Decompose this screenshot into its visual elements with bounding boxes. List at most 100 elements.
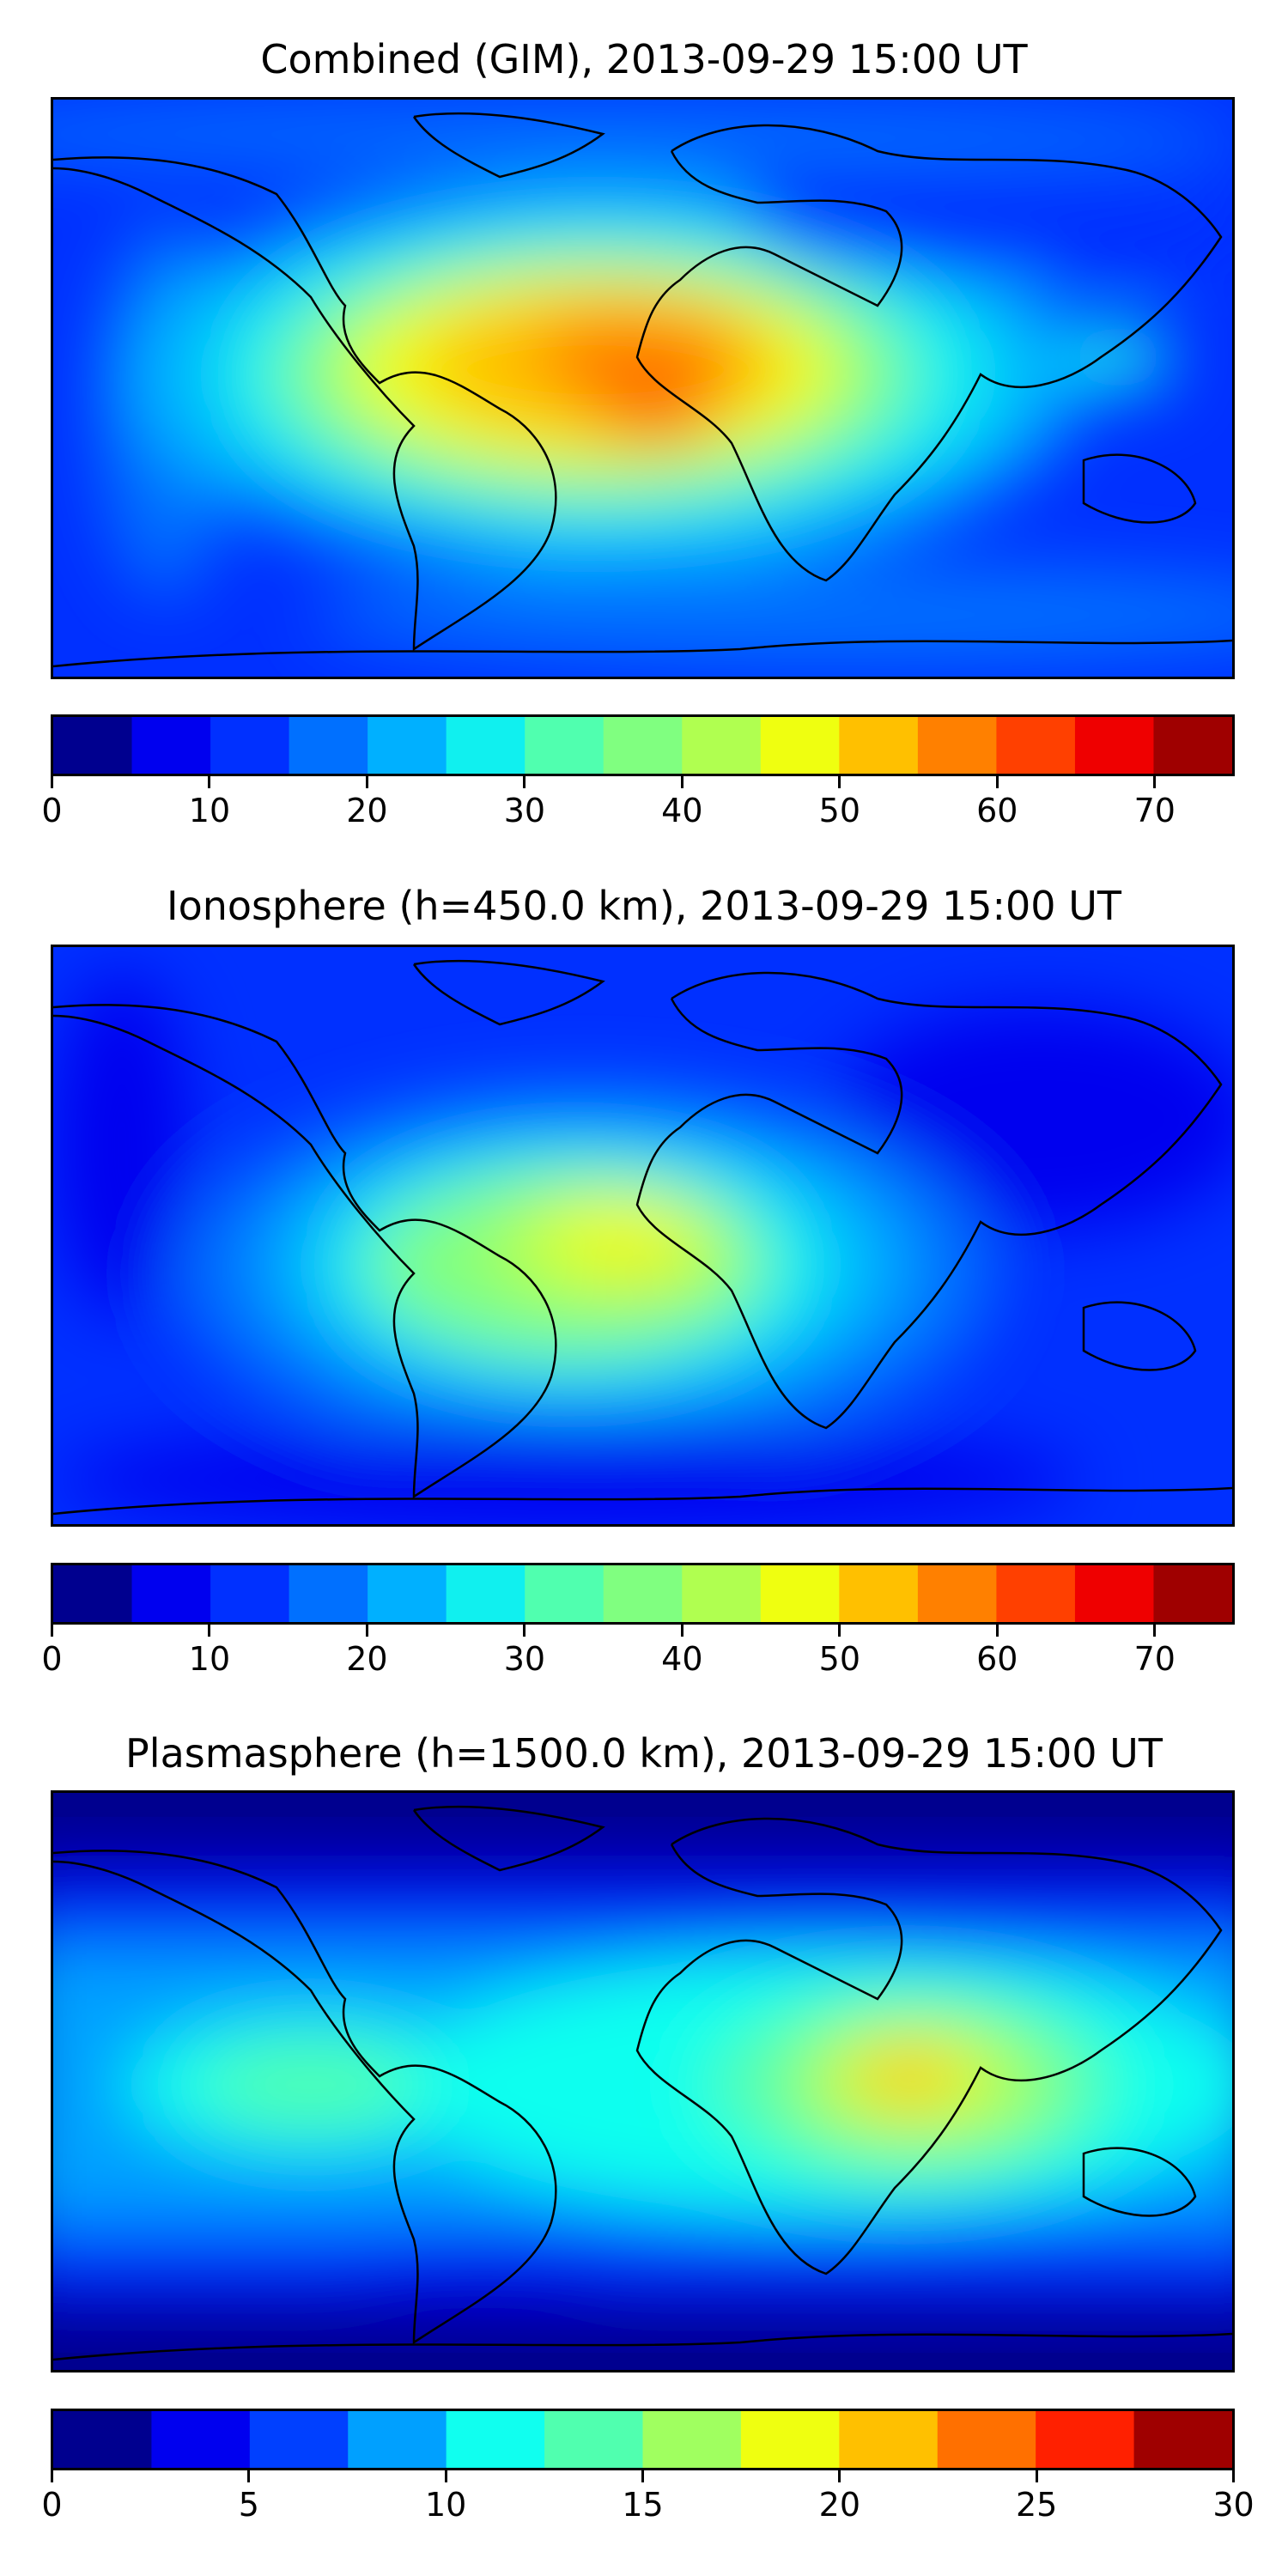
colorbar-tick-label: 20 xyxy=(346,792,388,829)
colorbar-swatch xyxy=(760,1565,840,1622)
colorbar-tick-mark xyxy=(208,1625,211,1637)
colorbar-swatch xyxy=(348,2411,447,2468)
colorbar-swatch xyxy=(53,2411,152,2468)
colorbar-tick-mark xyxy=(523,1625,526,1637)
panel-1-colorbar xyxy=(51,714,1235,776)
panel-3-map xyxy=(51,1790,1235,2372)
colorbar-tick-mark xyxy=(1232,2470,1235,2482)
colorbar-tick-label: 70 xyxy=(1133,792,1176,829)
colorbar-tick-mark xyxy=(208,776,211,788)
colorbar-tick-mark xyxy=(365,776,368,788)
colorbar-swatch xyxy=(446,2411,545,2468)
colorbar-tick-label: 40 xyxy=(661,792,703,829)
colorbar-tick-label: 40 xyxy=(661,1640,703,1678)
colorbar-tick-label: 50 xyxy=(818,1640,861,1678)
panel-3-colorbar-ticks: 0 5 10 15 20 25 30 xyxy=(41,2470,1255,2524)
panel-2-colorbar-ticks: 0 10 20 30 40 50 60 70 xyxy=(41,1625,1235,1678)
colorbar-swatch xyxy=(760,717,840,774)
colorbar-swatch xyxy=(1036,2411,1135,2468)
colorbar-tick-label: 60 xyxy=(976,792,1018,829)
colorbar-tick-label: 20 xyxy=(346,1640,388,1678)
colorbar-tick-mark xyxy=(51,1625,53,1637)
colorbar-tick-label: 60 xyxy=(976,1640,1018,1678)
colorbar-tick-mark xyxy=(1153,1625,1157,1637)
panel-2-map xyxy=(51,945,1235,1527)
colorbar-swatch xyxy=(249,2411,349,2468)
colorbar-swatch xyxy=(917,1565,997,1622)
colorbar-swatch xyxy=(368,1565,447,1622)
colorbar-swatch xyxy=(544,2411,643,2468)
colorbar-swatch xyxy=(839,717,919,774)
colorbar-tick-mark xyxy=(838,776,841,788)
colorbar-swatch xyxy=(603,1565,683,1622)
colorbar-tick-label: 15 xyxy=(622,2486,664,2524)
colorbar-swatch xyxy=(996,717,1076,774)
colorbar-swatch xyxy=(151,2411,251,2468)
colorbar-swatch xyxy=(839,2411,939,2468)
colorbar-swatch xyxy=(1153,1565,1232,1622)
colorbar-tick-label: 20 xyxy=(818,2486,861,2524)
colorbar-tick-mark xyxy=(838,1625,841,1637)
colorbar-swatch xyxy=(53,1565,133,1622)
tec-map-ionosphere xyxy=(53,947,1232,1524)
colorbar-swatch xyxy=(210,717,290,774)
colorbar-swatch xyxy=(1133,2411,1232,2468)
tec-map-plasmasphere xyxy=(53,1793,1232,2370)
colorbar-tick-mark xyxy=(247,2470,251,2482)
colorbar-swatch xyxy=(289,717,368,774)
colorbar-tick-mark xyxy=(1035,2470,1038,2482)
colorbar-swatch xyxy=(682,1565,762,1622)
colorbar-tick-label: 0 xyxy=(41,2486,63,2524)
colorbar-tick-label: 10 xyxy=(188,792,231,829)
colorbar-tick-mark xyxy=(995,1625,999,1637)
colorbar-tick-mark xyxy=(641,2470,644,2482)
panel-1-title: Combined (GIM), 2013-09-29 15:00 UT xyxy=(260,36,1028,82)
panel-3-title: Plasmasphere (h=1500.0 km), 2013-09-29 1… xyxy=(125,1730,1163,1777)
colorbar-tick-mark xyxy=(523,776,526,788)
colorbar-tick-label: 0 xyxy=(41,1640,63,1678)
colorbar-tick-mark xyxy=(680,1625,683,1637)
colorbar-swatch xyxy=(210,1565,290,1622)
colorbar-tick-label: 30 xyxy=(1212,2486,1255,2524)
colorbar-tick-label: 10 xyxy=(188,1640,231,1678)
colorbar-swatch xyxy=(53,717,133,774)
colorbar-tick-label: 5 xyxy=(238,2486,259,2524)
colorbar-swatch xyxy=(131,717,211,774)
colorbar-tick-mark xyxy=(365,1625,368,1637)
colorbar-tick-mark xyxy=(51,776,53,788)
colorbar-tick-label: 30 xyxy=(503,792,546,829)
colorbar-tick-mark xyxy=(444,2470,447,2482)
colorbar-tick-label: 50 xyxy=(818,792,861,829)
colorbar-tick-mark xyxy=(995,776,999,788)
panel-1-colorbar-ticks: 0 10 20 30 40 50 60 70 xyxy=(41,776,1235,829)
colorbar-swatch xyxy=(446,717,526,774)
colorbar-swatch xyxy=(1153,717,1232,774)
tec-map-combined xyxy=(53,100,1232,677)
colorbar-swatch xyxy=(525,1565,605,1622)
colorbar-swatch xyxy=(740,2411,840,2468)
continent-outlines xyxy=(53,112,1232,668)
colorbar-tick-mark xyxy=(51,2470,53,2482)
colorbar-tick-label: 30 xyxy=(503,1640,546,1678)
colorbar-swatch xyxy=(682,717,762,774)
colorbar-tick-label: 0 xyxy=(41,792,63,829)
panel-2-title: Ionosphere (h=450.0 km), 2013-09-29 15:0… xyxy=(167,883,1121,929)
colorbar-swatch xyxy=(603,717,683,774)
colorbar-swatch xyxy=(937,2411,1036,2468)
colorbar-swatch xyxy=(525,717,605,774)
colorbar-swatch xyxy=(996,1565,1076,1622)
colorbar-swatch xyxy=(368,717,447,774)
colorbar-tick-mark xyxy=(838,2470,841,2482)
colorbar-swatch xyxy=(917,717,997,774)
panel-3-colorbar xyxy=(51,2409,1235,2470)
colorbar-swatch xyxy=(642,2411,742,2468)
panel-1-map xyxy=(51,97,1235,679)
colorbar-tick-mark xyxy=(1153,776,1157,788)
colorbar-swatches xyxy=(53,2411,1232,2468)
colorbar-tick-mark xyxy=(680,776,683,788)
colorbar-tick-label: 10 xyxy=(424,2486,467,2524)
colorbar-swatch xyxy=(131,1565,211,1622)
colorbar-swatch xyxy=(1074,717,1154,774)
panel-2-colorbar xyxy=(51,1563,1235,1625)
colorbar-swatch xyxy=(289,1565,368,1622)
